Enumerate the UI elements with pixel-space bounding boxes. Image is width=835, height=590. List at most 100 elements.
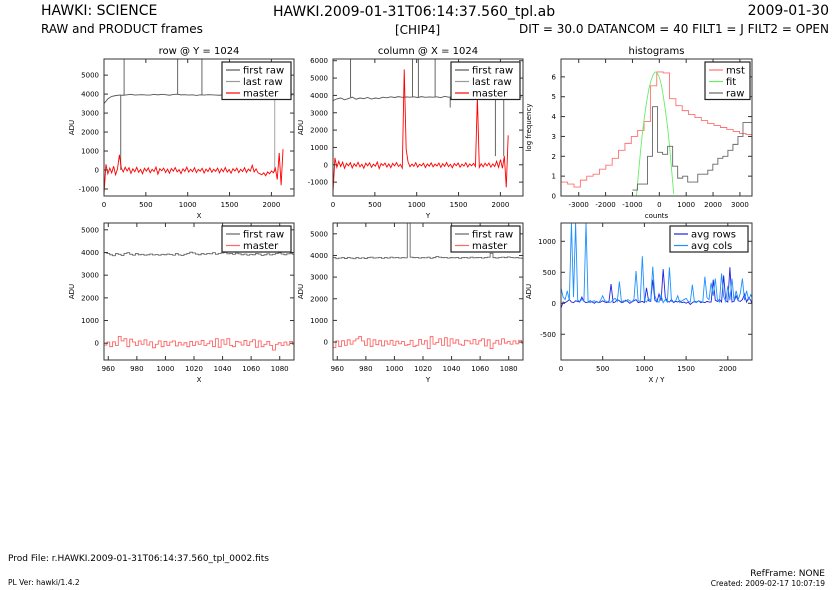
legend-box bbox=[669, 225, 749, 253]
plot-frame bbox=[103, 58, 295, 197]
series-line-avg-cols bbox=[561, 223, 752, 304]
x-tick-label: 1000 bbox=[157, 365, 175, 373]
report-title: HAWKI: SCIENCE bbox=[41, 3, 158, 19]
y-tick-label: 3000 bbox=[81, 110, 99, 118]
series-line-mst bbox=[561, 71, 752, 188]
y-tick-label: 3000 bbox=[310, 109, 328, 117]
legend-label: first raw bbox=[472, 230, 513, 241]
x-tick-label: 0 bbox=[102, 201, 106, 209]
plot-area bbox=[333, 223, 523, 349]
y-tick-label: -1000 bbox=[79, 185, 99, 193]
legend-label: mst bbox=[726, 66, 745, 77]
legend-label: master bbox=[472, 241, 508, 252]
legend-box bbox=[221, 225, 292, 253]
plot-title: column @ X = 1024 bbox=[378, 46, 478, 57]
x-tick-label: 500 bbox=[139, 201, 152, 209]
series-line-avg-rows bbox=[561, 267, 752, 309]
x-tick-label: 1000 bbox=[386, 365, 404, 373]
y-tick-label: 6 bbox=[552, 73, 557, 81]
y-tick-label: 1000 bbox=[538, 238, 556, 246]
legend-label: last raw bbox=[472, 77, 512, 88]
x-tick-label: 1080 bbox=[271, 365, 289, 373]
ref-frame: RefFrame: NONE bbox=[750, 569, 825, 579]
plot-title: row @ Y = 1024 bbox=[159, 46, 240, 57]
x-tick-label: 1040 bbox=[443, 365, 461, 373]
x-tick-label: 1500 bbox=[450, 201, 468, 209]
y-tick-label: 4000 bbox=[310, 252, 328, 260]
x-tick-label: 980 bbox=[359, 365, 372, 373]
y-tick-label: 5000 bbox=[81, 226, 99, 234]
y-tick-label: 5000 bbox=[81, 72, 99, 80]
x-tick-label: 1000 bbox=[677, 201, 695, 209]
y-axis-label: ADU bbox=[297, 284, 305, 299]
y-tick-label: 2000 bbox=[81, 294, 99, 302]
y-tick-label: 0 bbox=[552, 193, 556, 201]
plot-area bbox=[104, 59, 293, 195]
legend-label: master bbox=[472, 89, 508, 100]
x-tick-label: 500 bbox=[596, 365, 609, 373]
plot-2: 0 500 1000 1500 2000 -1000 0 1000 2000 3000 4000 50… bbox=[297, 46, 524, 220]
y-tick-label: 6000 bbox=[310, 57, 328, 65]
y-tick-label: 4 bbox=[552, 113, 557, 121]
y-tick-label: 0 bbox=[95, 167, 99, 175]
plot-3: -3000 -2000 -1000 0 1000 2000 3000 0 1 2 3 4 5 6 histo… bbox=[525, 46, 753, 220]
x-tick-label: 1500 bbox=[677, 365, 695, 373]
prod-file: Prod File: r.HAWKI.2009-01-31T06:14:37.5… bbox=[8, 554, 269, 564]
file-title: HAWKI.2009-01-31T06:14:37.560_tpl.ab bbox=[273, 4, 556, 20]
x-tick-label: 3000 bbox=[731, 201, 749, 209]
y-tick-label: 0 bbox=[552, 300, 556, 308]
chip-label: [CHIP4] bbox=[395, 23, 441, 37]
legend-label: fit bbox=[726, 77, 736, 88]
x-tick-label: -2000 bbox=[595, 201, 615, 209]
y-tick-label: 1 bbox=[552, 173, 556, 181]
series-line-first-raw bbox=[104, 251, 294, 257]
x-tick-label: 0 bbox=[559, 365, 563, 373]
legend-label: raw bbox=[726, 89, 744, 100]
y-axis-label: log frequency bbox=[525, 103, 533, 151]
y-tick-label: -500 bbox=[540, 331, 556, 339]
series-line-master bbox=[104, 335, 294, 351]
x-axis-label: X bbox=[197, 376, 202, 384]
x-tick-label: 960 bbox=[102, 365, 115, 373]
legend-label: avg rows bbox=[691, 230, 736, 241]
y-tick-label: 2000 bbox=[310, 295, 328, 303]
series-line-master bbox=[333, 69, 509, 193]
x-tick-label: 1020 bbox=[185, 365, 203, 373]
x-axis-label: X / Y bbox=[649, 376, 666, 384]
x-tick-label: -1000 bbox=[622, 201, 642, 209]
x-axis-label: counts bbox=[645, 212, 669, 220]
legend-label: last raw bbox=[243, 77, 283, 88]
plot-frame bbox=[332, 58, 524, 197]
x-tick-label: 1000 bbox=[179, 201, 197, 209]
y-tick-label: 0 bbox=[95, 340, 99, 348]
report-subtitle: RAW and PRODUCT frames bbox=[41, 22, 203, 36]
y-tick-label: 2000 bbox=[310, 127, 328, 135]
x-tick-label: 1500 bbox=[221, 201, 239, 209]
series-line-first-raw bbox=[333, 223, 523, 260]
y-tick-label: 5 bbox=[552, 93, 556, 101]
y-tick-label: 4000 bbox=[310, 92, 328, 100]
y-tick-label: 2000 bbox=[81, 129, 99, 137]
y-tick-label: 4000 bbox=[81, 249, 99, 257]
x-tick-label: 1000 bbox=[635, 365, 653, 373]
legend-label: master bbox=[243, 241, 279, 252]
date-label: 2009-01-30 bbox=[747, 3, 829, 19]
series-line-fit bbox=[636, 71, 675, 196]
x-tick-label: 2000 bbox=[262, 201, 280, 209]
legend-label: first raw bbox=[472, 66, 513, 77]
x-tick-label: 2000 bbox=[719, 365, 737, 373]
y-tick-label: 3000 bbox=[310, 274, 328, 282]
y-tick-label: 0 bbox=[324, 339, 328, 347]
legend-label: first raw bbox=[243, 230, 284, 241]
plot-frame bbox=[560, 58, 753, 197]
y-axis-label: ADU bbox=[297, 120, 305, 135]
series-line-master bbox=[333, 336, 523, 349]
pipeline-version: PL Ver: hawki/1.4.2 bbox=[8, 578, 80, 587]
series-line-master bbox=[104, 149, 284, 195]
